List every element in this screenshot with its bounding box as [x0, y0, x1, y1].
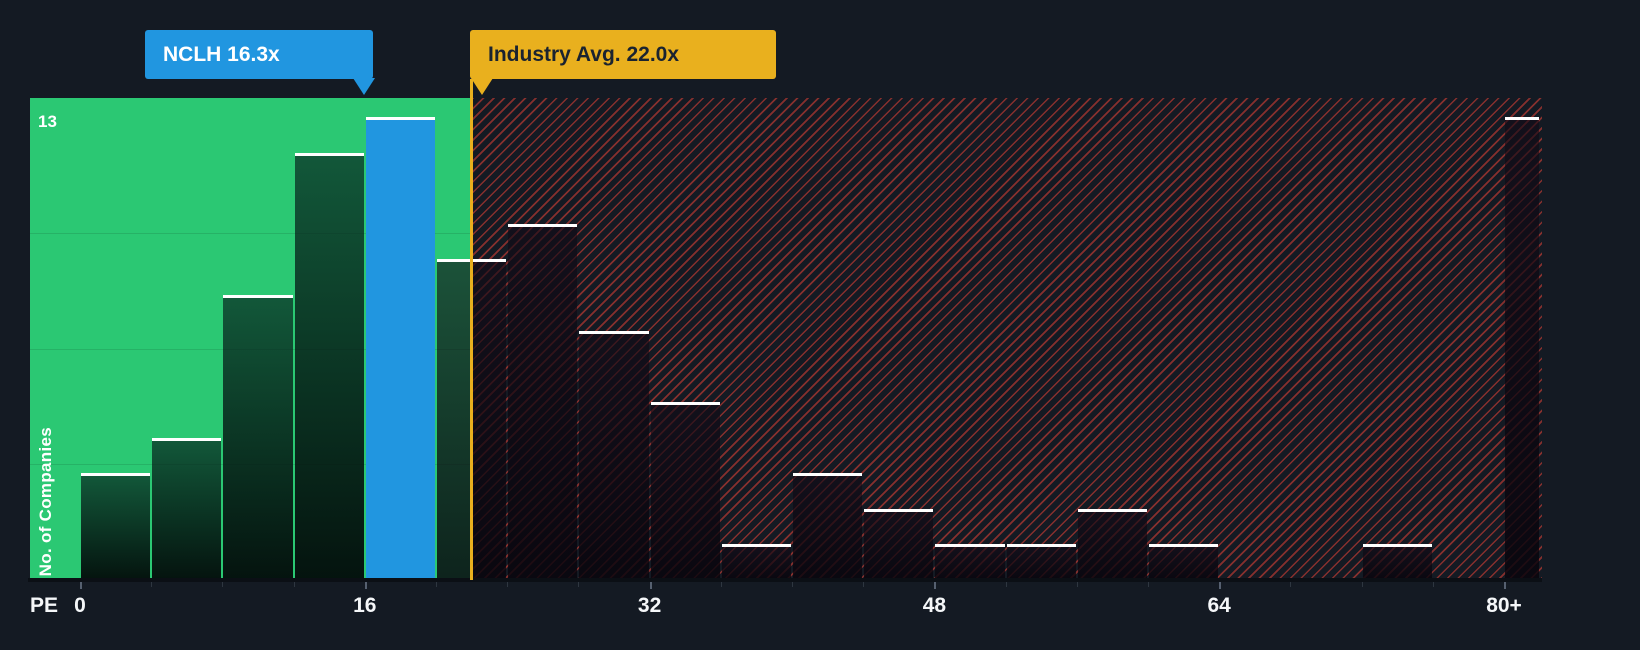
x-tick-mark — [1361, 582, 1363, 587]
x-tick-mark — [151, 582, 153, 587]
company-bar[interactable] — [365, 117, 435, 580]
x-tick-mark — [863, 582, 865, 587]
x-tick-mark — [1005, 582, 1007, 587]
x-tick-mark — [436, 582, 437, 587]
x-tick-mark — [80, 582, 82, 589]
y-gridline — [30, 233, 472, 234]
histogram-bar[interactable] — [81, 473, 151, 580]
x-tick-mark — [720, 582, 722, 587]
x-tick-mark — [1076, 582, 1078, 587]
x-tick-mark — [364, 582, 367, 589]
histogram-bar[interactable] — [650, 402, 720, 580]
x-tick-label: 0 — [74, 594, 86, 617]
industry-tooltip: Industry Avg. 22.0x — [470, 30, 776, 95]
y-max-label: 13 — [38, 112, 57, 131]
x-tick-mark — [1219, 582, 1222, 589]
x-tick-mark — [293, 582, 295, 587]
x-tick-mark — [792, 582, 793, 587]
x-tick-label: 80+ — [1486, 594, 1522, 617]
x-tick-mark — [934, 582, 937, 589]
histogram-bar[interactable] — [1149, 544, 1219, 580]
industry-tooltip-pointer-icon — [471, 78, 493, 95]
x-tick-label: 48 — [922, 594, 947, 617]
histogram-bar[interactable] — [1505, 117, 1539, 580]
company-tooltip: NCLH 16.3x — [145, 30, 375, 95]
histogram-bar[interactable] — [508, 224, 578, 580]
x-tick-mark — [1504, 582, 1506, 589]
x-tick-mark — [1432, 582, 1434, 587]
x-tick-label: 64 — [1207, 594, 1231, 617]
industry-tooltip-label: Industry Avg. 22.0x — [488, 42, 680, 66]
x-tick-mark — [649, 582, 652, 589]
x-tick-mark — [1290, 582, 1292, 587]
x-tick-label: 16 — [353, 594, 377, 617]
histogram-bar[interactable] — [721, 544, 791, 580]
x-tick-mark — [578, 582, 580, 587]
histogram-bar[interactable] — [294, 153, 364, 580]
x-tick-mark — [222, 582, 224, 587]
histogram-bar[interactable] — [793, 473, 863, 580]
company-tooltip-pointer-icon — [353, 78, 375, 95]
histogram-bar[interactable] — [223, 295, 293, 580]
histogram-bar[interactable] — [152, 438, 222, 580]
histogram-bar[interactable] — [1006, 544, 1076, 580]
company-tooltip-label: NCLH 16.3x — [163, 42, 280, 66]
x-tick-label: 32 — [637, 594, 662, 617]
above-average-region — [471, 98, 1542, 580]
x-tick-mark — [507, 582, 509, 587]
histogram-bar[interactable] — [1362, 544, 1432, 580]
x-axis-title: PE — [30, 594, 59, 617]
plot-area: 13 No. of Companies — [30, 98, 1542, 580]
histogram-bar[interactable] — [579, 331, 649, 580]
histogram-bar[interactable] — [1077, 509, 1147, 580]
y-axis-label: No. of Companies — [36, 426, 55, 576]
industry-average-line — [470, 79, 474, 580]
histogram-bar[interactable] — [864, 509, 934, 580]
x-tick-mark — [1148, 582, 1149, 587]
histogram-bar[interactable] — [935, 544, 1005, 580]
x-axis-line — [28, 578, 1542, 582]
